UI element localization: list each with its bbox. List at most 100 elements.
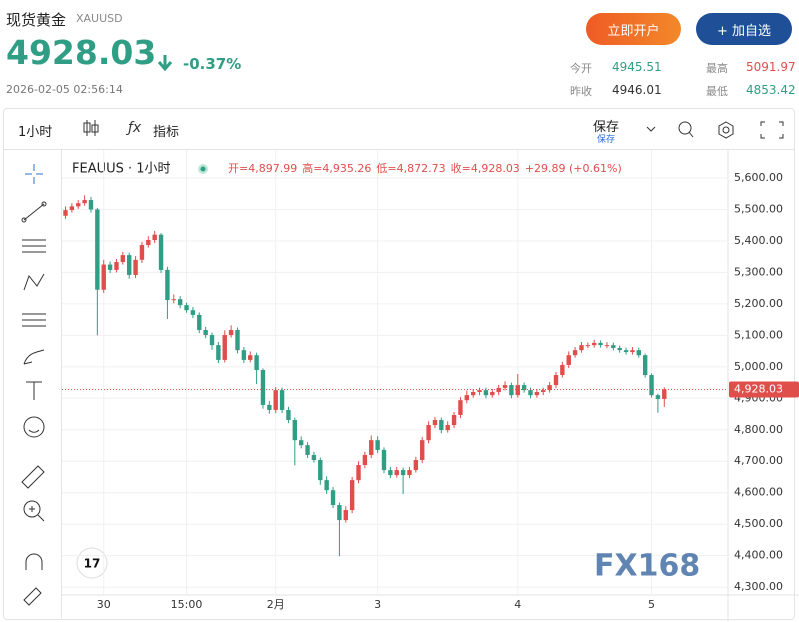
- candle-body: [521, 385, 527, 391]
- candle-body: [139, 245, 145, 260]
- candle-body: [547, 385, 552, 391]
- candle-body: [63, 210, 68, 216]
- candle-body: [604, 345, 610, 347]
- candle-body: [509, 385, 514, 396]
- candle-body: [464, 395, 470, 401]
- stat-value: 5091.97: [746, 60, 796, 74]
- candle-body: [623, 350, 629, 353]
- stat-label: 最低: [706, 85, 728, 98]
- candle-body: [458, 400, 463, 415]
- stat-label: 昨收: [570, 85, 592, 98]
- add-watch-button[interactable]: + 加自选: [696, 13, 792, 45]
- candle-body: [655, 395, 661, 399]
- candle-body: [426, 425, 431, 441]
- candle-body: [343, 510, 348, 521]
- candle-body: [420, 440, 425, 460]
- candle-body: [496, 387, 501, 393]
- y-tick-label: 5,500.00: [734, 202, 783, 215]
- candle-body: [114, 262, 119, 270]
- candle-body: [88, 200, 94, 210]
- change: -0.37%: [183, 55, 242, 73]
- candle-body: [69, 206, 75, 211]
- candle-body: [165, 269, 170, 301]
- indicators-button[interactable]: 指标: [153, 125, 180, 140]
- candle-body: [541, 390, 546, 393]
- candle-body: [133, 259, 138, 275]
- candle-body: [413, 459, 419, 471]
- candle-body: [515, 385, 520, 396]
- candle-body: [209, 335, 215, 346]
- y-tick-label: 4,800.00: [734, 423, 783, 436]
- candle-body: [318, 459, 323, 481]
- candle-body: [305, 445, 310, 455]
- candle-body: [592, 342, 597, 346]
- candle-body: [82, 200, 87, 204]
- drawing-tools[interactable]: [16, 160, 52, 610]
- chart-frame: [3, 108, 795, 620]
- candle-body: [572, 350, 578, 356]
- candle-body: [585, 345, 591, 347]
- timestamp: 2026-02-05 02:56:14: [6, 83, 123, 96]
- plot-area: [62, 150, 728, 595]
- candle-body: [248, 355, 253, 360]
- down-arrow: [157, 55, 173, 72]
- candle-body: [432, 420, 438, 426]
- ohlc-legend: 收=4,928.03: [451, 161, 520, 175]
- candle-body: [553, 375, 559, 386]
- candle-body: [177, 299, 183, 306]
- y-tick-label: 4,400.00: [734, 549, 783, 562]
- price-label: 4,928.03: [734, 382, 783, 395]
- y-tick-label: 5,600.00: [734, 171, 783, 184]
- ohlc-legend: 开=4,897.99: [228, 162, 297, 175]
- candle-body: [190, 310, 196, 315]
- candle-body: [107, 264, 113, 270]
- candle-body: [146, 240, 151, 246]
- y-tick-label: 5,400.00: [734, 234, 783, 247]
- stat-label: 最高: [706, 62, 728, 75]
- candle-body: [273, 390, 278, 410]
- candle-body: [228, 330, 234, 336]
- candle-body: [649, 375, 654, 396]
- candle-body: [579, 345, 584, 351]
- stat-value: 4945.51: [612, 60, 662, 74]
- candle-body: [197, 314, 202, 331]
- candle-body: [490, 392, 495, 396]
- stat-value: 4853.42: [746, 83, 796, 97]
- y-tick-label: 4,300.00: [734, 580, 783, 593]
- candle-type-icon[interactable]: [82, 118, 100, 138]
- candle-body: [369, 440, 374, 455]
- candle-body: [286, 409, 291, 421]
- candle-body: [451, 414, 457, 426]
- candle-body: [222, 335, 227, 360]
- candle-body: [388, 470, 393, 476]
- y-tick-label: 5,100.00: [734, 328, 783, 341]
- candle-body: [95, 209, 100, 290]
- candle-body: [311, 454, 317, 460]
- candle-body: [279, 390, 285, 410]
- candle-body: [642, 355, 648, 376]
- interval-button[interactable]: 1小时: [18, 125, 53, 140]
- ohlc-legend: 低=4,872.73: [376, 162, 445, 175]
- candle-body: [235, 330, 240, 351]
- candle-body: [203, 330, 208, 336]
- save-status: 保存: [597, 135, 616, 145]
- candle-body: [566, 355, 571, 365]
- x-tick-label: 30: [97, 598, 111, 611]
- candle-body: [120, 255, 126, 263]
- y-tick-label: 5,000.00: [734, 360, 783, 373]
- candle-body: [324, 480, 329, 491]
- candle-body: [101, 264, 106, 290]
- open-account-button[interactable]: 立即开户: [586, 13, 681, 45]
- candle-body: [662, 389, 667, 399]
- candle-body: [337, 504, 342, 521]
- y-tick-label: 4,700.00: [734, 454, 783, 467]
- candle-body: [534, 392, 540, 396]
- candle-body: [241, 350, 247, 360]
- instrument-name: 现货黄金: [6, 11, 67, 29]
- save-button[interactable]: 保存: [593, 120, 620, 135]
- candle-body: [400, 470, 406, 476]
- toolbar-icons[interactable]: [644, 120, 794, 140]
- x-tick-label: 2月: [267, 598, 285, 611]
- x-tick-label: 3: [374, 598, 381, 611]
